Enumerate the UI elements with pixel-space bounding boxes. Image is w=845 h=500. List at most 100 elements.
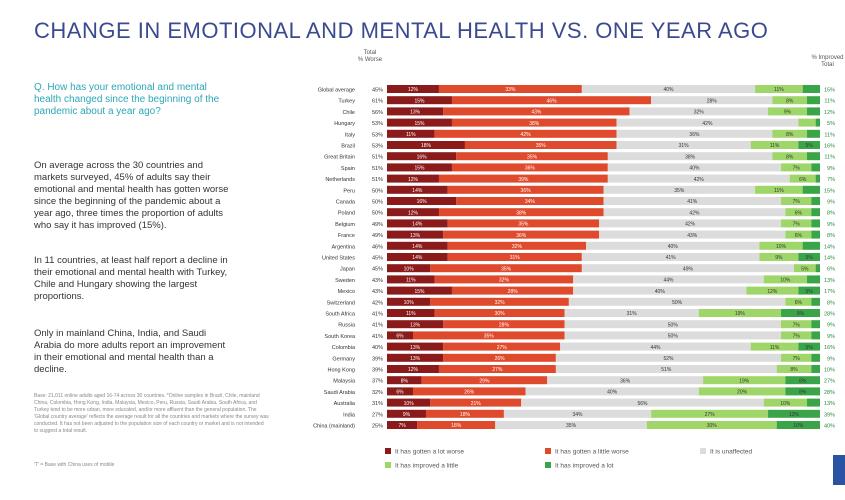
data-label: 50% [668,322,679,328]
data-label: 40% [655,289,666,295]
total-improved-label: 12% [824,110,835,116]
bar-segment [811,320,820,329]
data-label: 36% [516,233,527,239]
data-label: 51% [661,367,672,373]
bar-segment [425,409,504,418]
bar-segment [607,163,782,172]
bar-segment [807,152,820,161]
bar-segment [568,297,786,306]
total-worse-label: 45% [372,256,383,262]
data-label: 32% [512,244,523,250]
total-worse-label: 39% [372,368,383,374]
total-worse-label: 40% [372,345,383,351]
bar-segment [387,398,431,407]
category-label: Russia [338,323,356,329]
bar-segment [430,398,522,407]
bar-segment [564,320,782,329]
data-label: 34% [573,412,584,418]
bar-segment [802,185,820,194]
bar-segment [755,85,803,93]
bar-segment [811,230,820,239]
total-improved-label: 13% [824,401,835,407]
data-label: 29% [479,378,490,384]
category-label: Colombia [332,345,356,351]
total-improved-label: 5% [827,121,835,127]
bar-segment [387,353,444,362]
bar-segment [387,421,418,429]
total-worse-label: 50% [372,188,383,194]
bar-segment [547,376,704,385]
bar-segment [434,129,617,138]
bar-segment [811,208,820,217]
bar-segment [581,264,795,273]
bar-segment [750,342,799,351]
category-label: Argentina [331,244,355,250]
total-worse-label: 27% [372,412,383,418]
bar-segment [768,107,808,116]
bar-segment [503,409,652,418]
data-label: 7% [793,199,801,205]
data-label: 15% [414,166,425,172]
bar-segment [772,152,808,161]
data-label: 35% [484,334,495,340]
data-label: 6% [396,334,404,340]
bar-segment [807,275,820,284]
data-label: 10% [780,401,791,407]
bar-segment [525,387,699,396]
category-label: Belgium [335,222,355,228]
bar-segment [443,230,600,239]
bar-segment [387,286,452,295]
data-label: 35% [518,222,529,228]
bar-segment [781,353,812,362]
data-label: 13% [410,356,421,362]
total-worse-label: 50% [372,211,383,217]
bar-segment [802,85,820,93]
data-label: 6% [799,177,807,183]
legend-swatch [700,448,706,454]
data-label: 10% [404,401,415,407]
bar-segment [434,309,565,317]
total-worse-label: 53% [372,132,383,138]
data-label: 8% [786,154,794,160]
bar-segment [599,230,786,239]
data-label: 7% [793,322,801,328]
data-label: 15% [414,98,425,104]
total-improved-label: 10% [824,368,835,374]
total-improved-label: 13% [824,278,835,284]
bar-segment [387,85,439,93]
total-worse-label: 43% [372,278,383,284]
bar-segment [755,185,803,194]
total-worse-label: 41% [372,323,383,329]
bar-segment [451,286,574,295]
bar-segment [521,398,764,407]
bar-segment [603,185,756,194]
bar-segment [451,163,608,172]
data-label: 7% [399,423,407,429]
category-label: Switzerland [327,300,355,306]
bar-segment [443,320,565,329]
category-label: South Africa [325,312,356,318]
bar-segment [387,107,444,116]
bar-segment [651,96,773,105]
bar-segment [616,129,773,138]
data-label: 14% [412,255,423,261]
category-label: Mexico [338,289,355,295]
bar-segment [573,286,747,295]
survey-question: Q. How has your emotional and mental hea… [34,82,220,117]
category-label: Hong Kong [327,368,355,374]
data-label: 11% [406,278,416,284]
data-label: 10% [776,244,787,250]
total-improved-label: 40% [824,424,835,430]
bar-segment [811,297,820,306]
data-label: 5% [806,255,814,261]
data-label: 11% [774,87,784,93]
total-improved-label: 27% [824,379,835,385]
data-label: 44% [663,278,674,284]
data-label: 28% [707,98,718,104]
bar-segment [464,141,617,149]
bar-segment [772,96,808,105]
data-label: 12% [789,412,800,418]
data-label: 50% [672,300,683,306]
bar-segment [798,286,820,295]
